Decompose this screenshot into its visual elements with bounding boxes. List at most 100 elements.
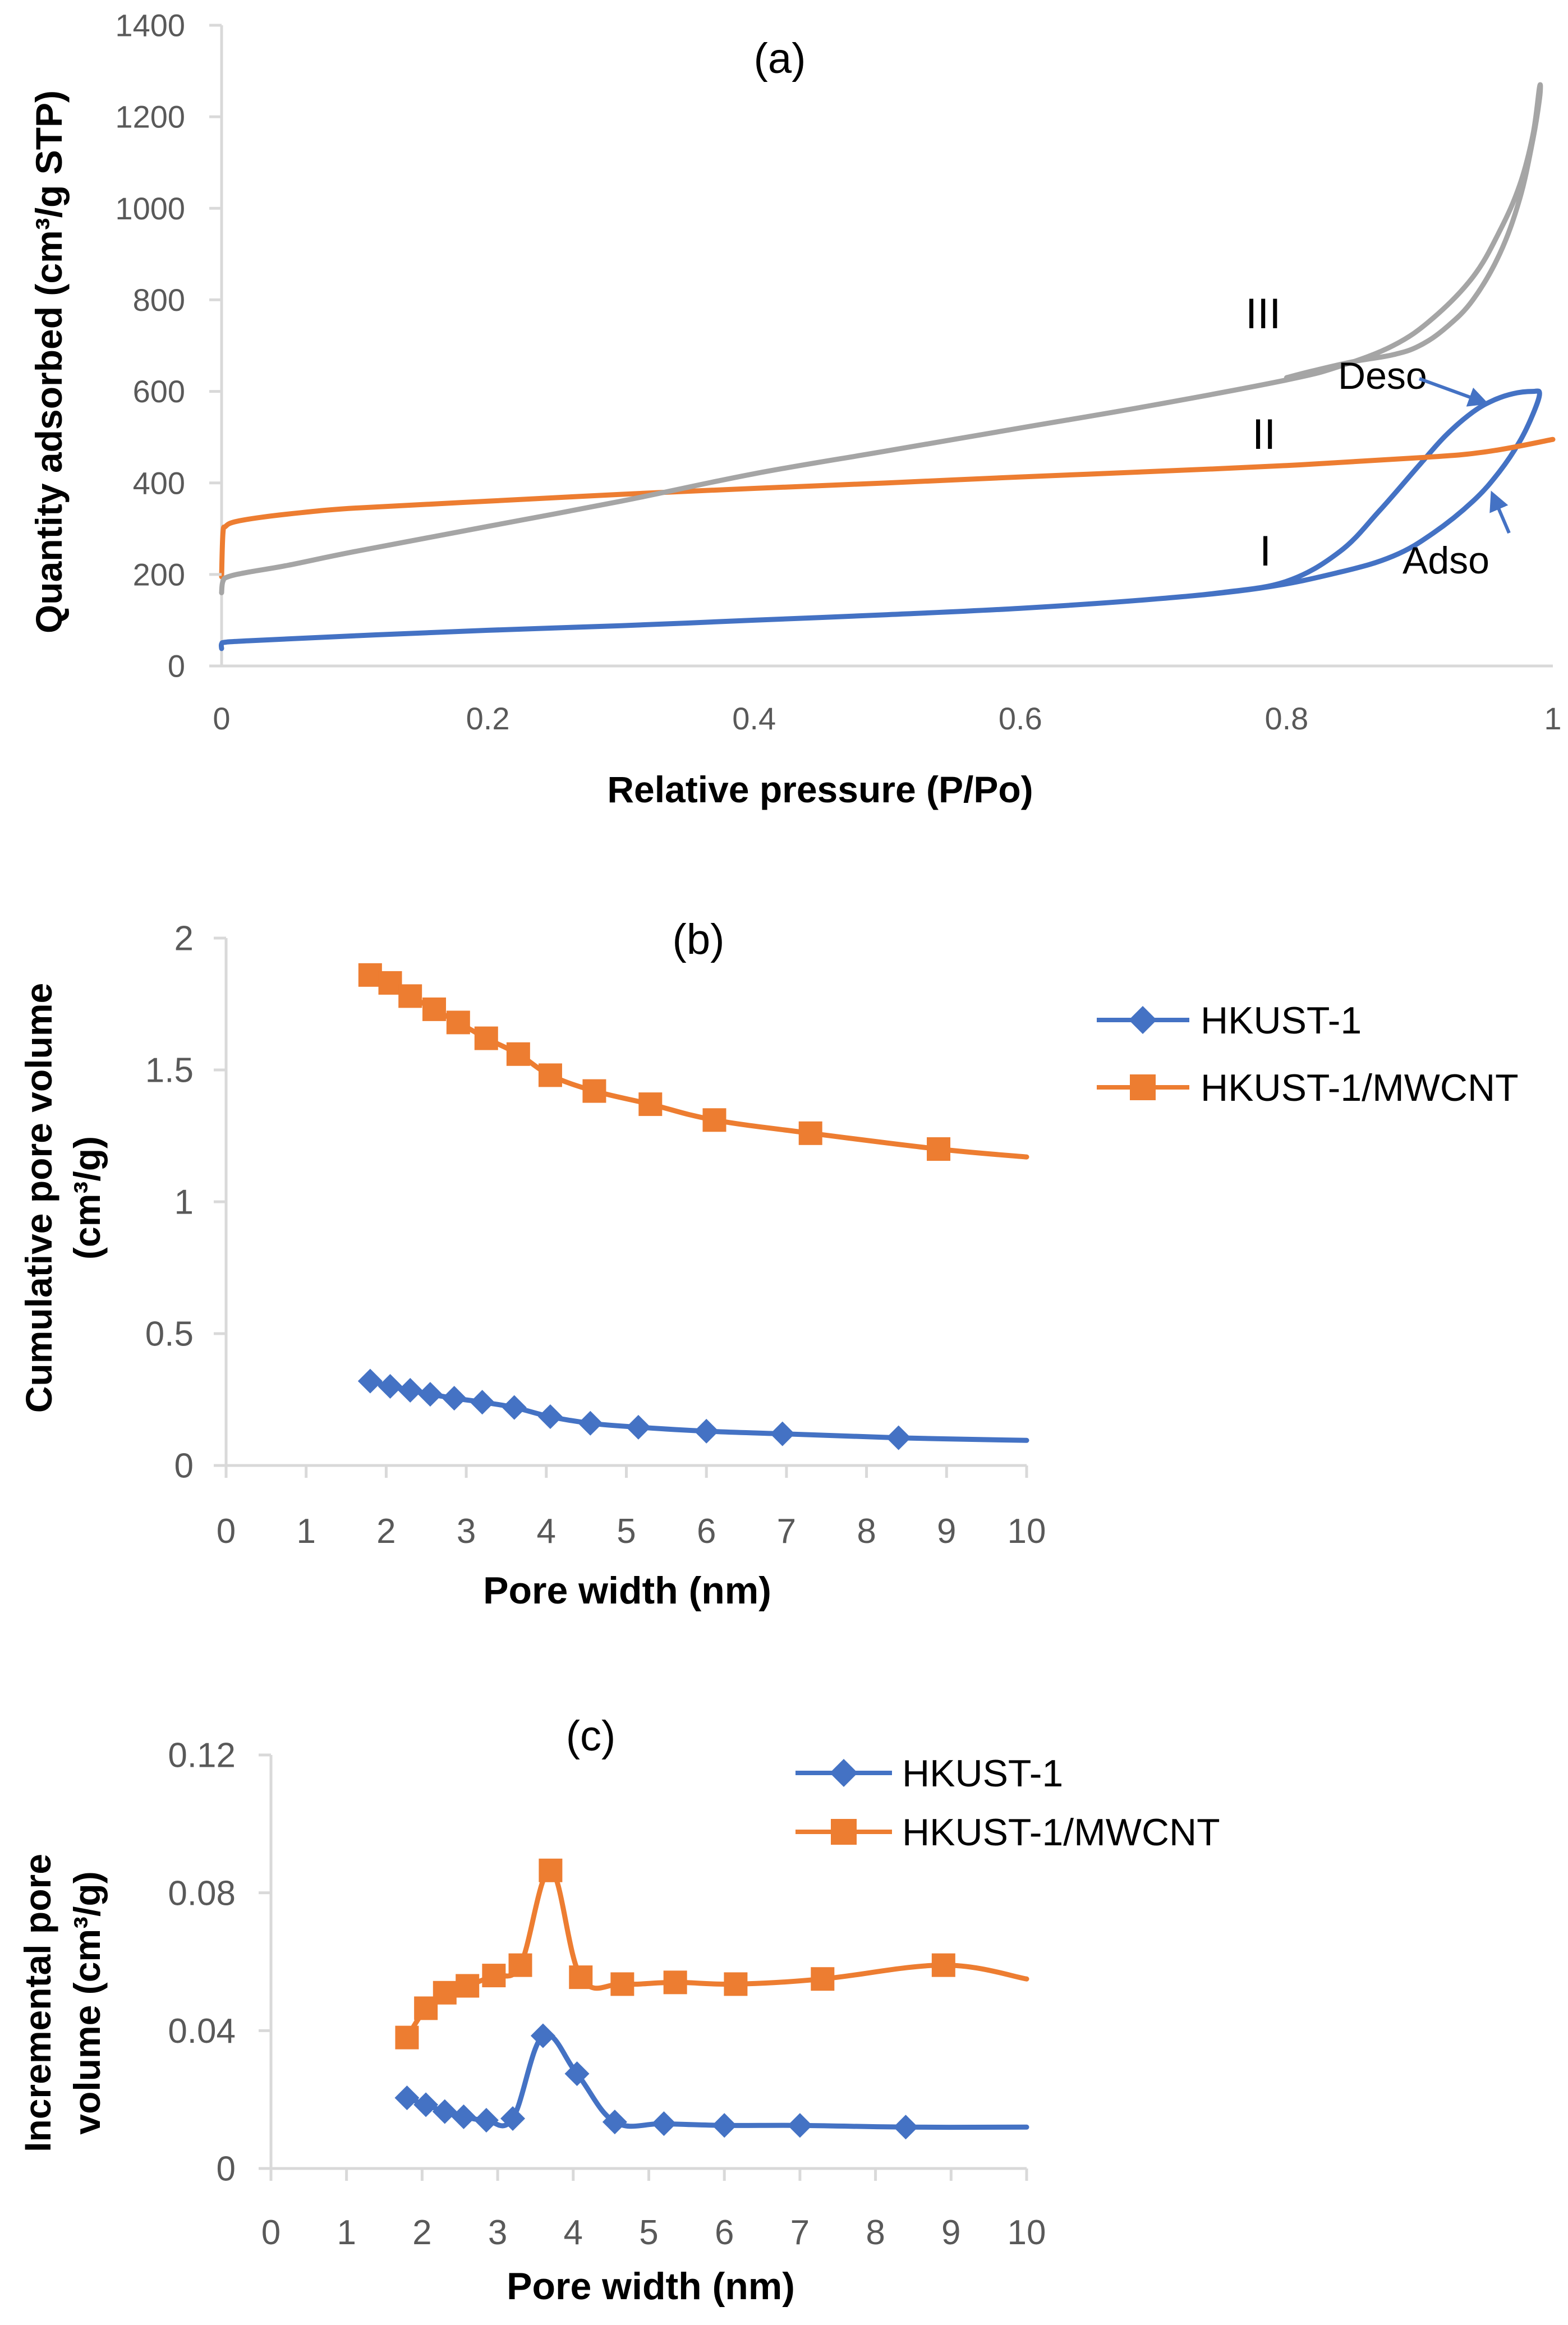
x-tick-label-a: 1 (1544, 701, 1561, 736)
x-tick-label-c: 3 (488, 2213, 507, 2252)
legend-b: HKUST-1 HKUST-1/MWCNT (1097, 999, 1519, 1109)
legend-c-label-hkust1: HKUST-1 (902, 1752, 1063, 1795)
data-point-c-1 (724, 1972, 748, 1996)
data-point-c-0 (432, 2099, 457, 2124)
legend-c: HKUST-1 HKUST-1/MWCNT (796, 1752, 1220, 1854)
chart-panel-a: (a) Relative pressure (P/Po) Quantity ad… (28, 8, 1562, 810)
panel-label-a: (a) (754, 35, 806, 82)
x-axis-title-c: Pore width (nm) (507, 2265, 795, 2308)
legend-c-label-composite: HKUST-1/MWCNT (902, 1811, 1220, 1854)
data-point-b-1 (378, 971, 402, 995)
y-tick-label-b: 1 (174, 1183, 194, 1222)
data-point-c-0 (394, 2085, 420, 2111)
legend-b-marker-hkust1 (1129, 1006, 1157, 1034)
x-tick-label-c: 0 (261, 2213, 281, 2252)
legend-c-marker-hkust1 (830, 1759, 858, 1787)
x-tick-label-c: 8 (866, 2213, 885, 2252)
data-point-b-1 (538, 1063, 562, 1087)
x-tick-label-c: 1 (337, 2213, 356, 2252)
data-point-c-1 (663, 1970, 687, 1995)
data-point-b-0 (502, 1395, 527, 1420)
data-point-c-1 (508, 1953, 532, 1977)
data-point-c-0 (451, 2104, 476, 2129)
data-point-c-0 (651, 2111, 677, 2136)
data-point-c-0 (500, 2106, 526, 2131)
data-point-c-0 (602, 2110, 627, 2135)
series-line-b-1 (367, 972, 1029, 1160)
data-point-c-0 (413, 2092, 439, 2117)
x-tick-label-c: 4 (564, 2213, 583, 2252)
data-point-b-0 (378, 1374, 403, 1399)
data-point-b-1 (358, 963, 382, 987)
legend-c-marker-composite (831, 1819, 857, 1845)
x-tick-label-b: 6 (697, 1512, 716, 1551)
data-point-b-1 (446, 1010, 470, 1035)
y-tick-label-b: 2 (174, 920, 194, 958)
data-point-b-1 (582, 1079, 606, 1103)
data-point-b-0 (694, 1418, 719, 1444)
x-tick-label-b: 4 (537, 1512, 556, 1551)
x-tick-label-a: 0.2 (466, 701, 510, 736)
x-tick-label-a: 0 (213, 701, 230, 736)
x-tick-label-c: 5 (639, 2213, 658, 2252)
legend-b-label-composite: HKUST-1/MWCNT (1201, 1067, 1519, 1109)
y-tick-label-a: 400 (133, 465, 185, 500)
y-axis-title-c-line2: volume (cm³/g) (66, 1871, 108, 2134)
y-tick-label-a: 800 (133, 282, 185, 318)
x-tick-label-a: 0.6 (999, 701, 1042, 736)
data-point-b-0 (470, 1390, 495, 1415)
data-point-c-0 (712, 2113, 737, 2138)
data-point-c-0 (473, 2108, 499, 2133)
x-tick-label-b: 5 (617, 1512, 636, 1551)
x-tick-label-b: 2 (376, 1512, 396, 1551)
data-point-b-1 (506, 1042, 530, 1066)
data-point-c-1 (456, 1974, 480, 1998)
x-tick-label-c: 9 (941, 2213, 960, 2252)
series-line-a-0 (218, 388, 1542, 651)
y-axis-title-a: Quantity adsorbed (cm³/g STP) (28, 90, 70, 633)
series-label-I: I (1259, 527, 1271, 575)
x-tick-label-a: 0.8 (1264, 701, 1308, 736)
series-line-c-0 (404, 2032, 1029, 2130)
arrow-deso (1418, 377, 1489, 407)
arrow-adso (1489, 490, 1511, 534)
data-point-b-0 (626, 1414, 651, 1440)
data-point-b-1 (798, 1121, 822, 1145)
x-tick-label-c: 10 (1008, 2213, 1046, 2252)
data-point-b-1 (702, 1108, 726, 1132)
chart-panel-c: (c) Pore width (nm) Incremental pore vol… (17, 1712, 1220, 2308)
x-tick-label-b: 3 (457, 1512, 476, 1551)
y-tick-label-a: 1000 (115, 191, 185, 226)
data-point-b-1 (638, 1092, 663, 1116)
series-label-II: II (1252, 411, 1276, 458)
legend-b-label-hkust1: HKUST-1 (1201, 999, 1362, 1042)
data-point-b-0 (417, 1382, 443, 1407)
y-tick-label-a: 600 (133, 374, 185, 409)
data-point-b-1 (398, 984, 422, 1008)
panel-label-b: (b) (673, 916, 725, 963)
data-point-b-1 (474, 1026, 498, 1050)
x-tick-label-b: 7 (777, 1512, 796, 1551)
data-point-c-0 (530, 2023, 555, 2048)
data-point-c-1 (811, 1967, 835, 1991)
data-point-c-1 (395, 2025, 419, 2050)
data-point-c-0 (893, 2115, 918, 2140)
x-tick-label-c: 6 (715, 2213, 734, 2252)
y-tick-label-c: 0.04 (168, 2012, 236, 2051)
y-axis-title-c-line1: Incremental pore (17, 1854, 58, 2152)
data-point-c-1 (931, 1953, 955, 1977)
x-axis-title-a: Relative pressure (P/Po) (607, 769, 1033, 810)
x-tick-label-c: 2 (412, 2213, 431, 2252)
panel-label-c: (c) (566, 1712, 616, 1760)
x-tick-label-b: 1 (296, 1512, 315, 1551)
data-point-c-1 (482, 1964, 506, 1988)
data-point-b-1 (422, 997, 447, 1021)
y-axis-title-b-line1: Cumulative pore volume (18, 983, 59, 1413)
y-axis-title-b-line2: (cm³/g) (66, 1136, 108, 1260)
series-label-III: III (1245, 290, 1281, 338)
y-tick-label-a: 0 (168, 649, 185, 684)
x-axis-title-b: Pore width (nm) (483, 1569, 771, 1612)
y-tick-label-a: 1400 (115, 8, 185, 43)
x-tick-label-a: 0.4 (732, 701, 776, 736)
data-point-b-0 (357, 1368, 383, 1394)
